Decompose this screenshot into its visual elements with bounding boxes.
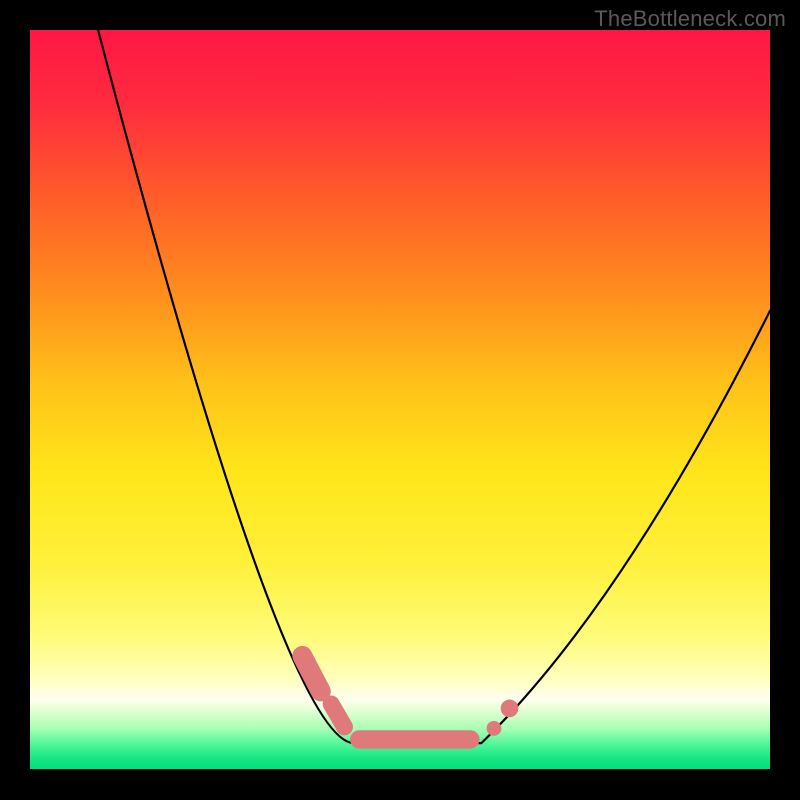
marker-dot [501,700,519,718]
chart-container: TheBottleneck.com [0,0,800,800]
marker-dot [487,721,502,736]
bottleneck-chart [0,0,800,800]
marker-capsule [331,704,344,727]
watermark-text: TheBottleneck.com [594,6,786,32]
plot-area [30,30,770,769]
